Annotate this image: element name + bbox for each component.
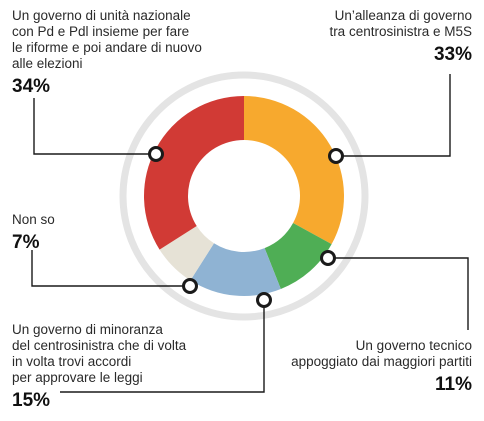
label-minoranza-text: Un governo di minoranza del centrosinist… <box>12 322 187 385</box>
slice-non-so <box>159 226 214 281</box>
leader-line-tecnico <box>328 257 469 330</box>
label-alleanza-value: 33% <box>433 44 472 65</box>
slice-tecnico <box>264 222 332 289</box>
label-minoranza-value: 15% <box>12 390 51 411</box>
label-tecnico-value: 11% <box>435 374 472 395</box>
label-unita-nazionale-value: 34% <box>12 76 51 97</box>
leader-line-non-so <box>31 250 190 287</box>
label-tecnico-text: Un governo tecnico appoggiato dai maggio… <box>291 338 472 369</box>
leader-line-unita-nazionale <box>33 98 156 155</box>
marker-alleanza <box>328 148 344 164</box>
marker-tecnico <box>320 250 336 266</box>
slice-unita-nazionale <box>144 96 244 250</box>
label-tecnico: Un governo tecnico appoggiato dai maggio… <box>291 338 472 397</box>
label-non-so-value: 7% <box>12 232 40 253</box>
label-unita-nazionale: Un governo di unità nazionale con Pd e P… <box>12 8 202 99</box>
slice-minoranza <box>190 243 281 296</box>
label-unita-nazionale-text: Un governo di unità nazionale con Pd e P… <box>12 8 202 71</box>
label-minoranza: Un governo di minoranza del centrosinist… <box>12 322 186 413</box>
label-non-so: Non so 7% <box>12 212 55 255</box>
marker-non-so <box>182 278 198 294</box>
marker-unita-nazionale <box>148 146 164 162</box>
leader-line-alleanza <box>336 74 451 157</box>
outer-ring <box>119 71 369 321</box>
leader-line-minoranza <box>60 300 265 393</box>
marker-minoranza <box>256 292 272 308</box>
label-alleanza-text: Un’alleanza di governo tra centrosinistr… <box>329 8 472 39</box>
slice-alleanza <box>244 96 345 245</box>
label-non-so-text: Non so <box>12 212 55 227</box>
label-alleanza: Un’alleanza di governo tra centrosinistr… <box>329 8 472 67</box>
